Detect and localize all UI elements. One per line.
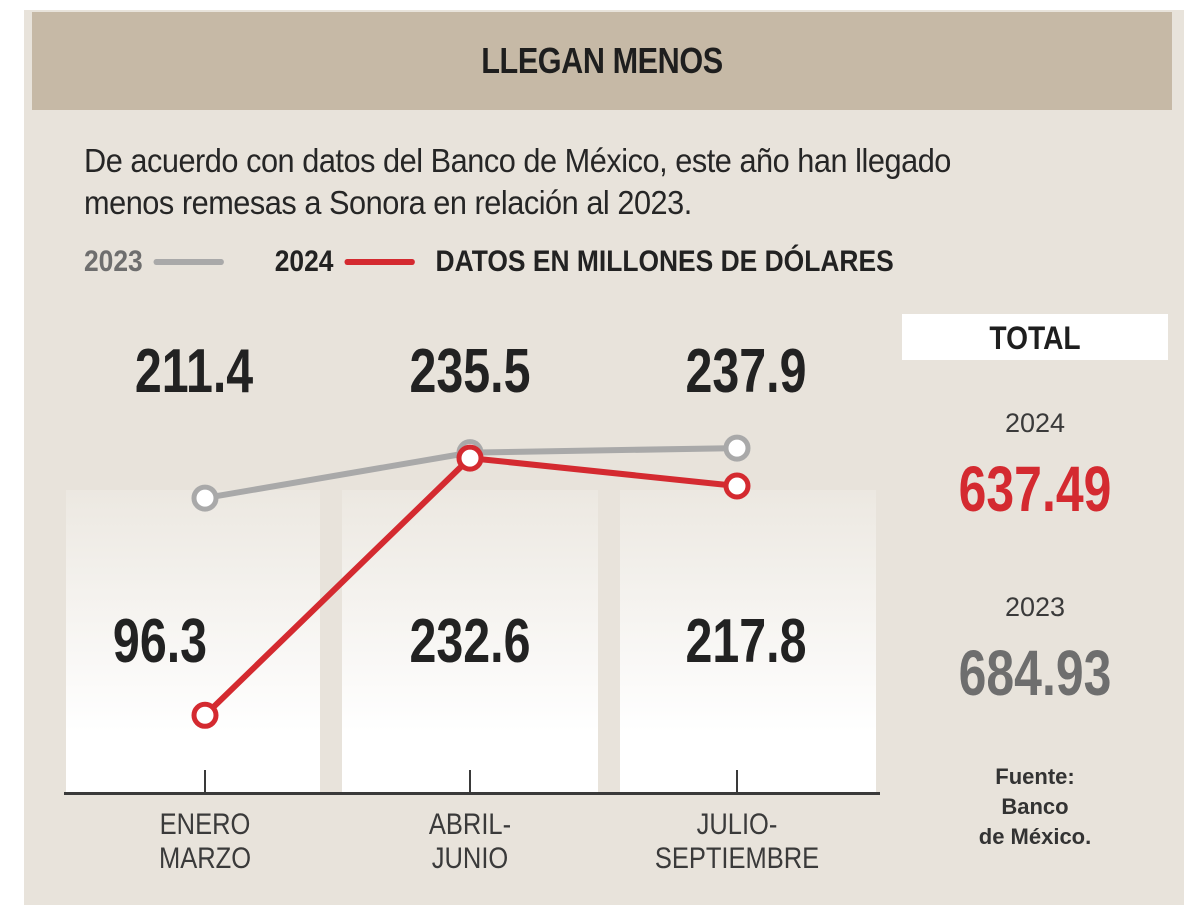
x-tick-label-q1: ENERO MARZO [103, 808, 307, 876]
total-label: TOTAL [989, 320, 1081, 356]
value-label-2023-q3: 237.9 [685, 337, 807, 406]
value-label-2023-q1: 211.4 [134, 337, 254, 406]
x-label-line: MARZO [158, 842, 252, 875]
total-year-2023: 2023 [1004, 592, 1066, 622]
data-point-2024-3 [723, 472, 751, 500]
value-label-2024-q2: 232.6 [409, 607, 531, 676]
data-point-2024-1 [191, 701, 219, 729]
total-box: TOTAL [902, 314, 1168, 360]
x-tick [736, 770, 738, 794]
column-panel-q3 [620, 490, 876, 793]
header-band: LLEGAN MENOS [32, 12, 1172, 110]
legend-swatch-2023 [153, 259, 224, 266]
total-value-2023: 684.93 [958, 637, 1112, 709]
total-value-2024: 637.49 [958, 453, 1112, 525]
x-axis [64, 792, 880, 795]
x-tick-label-q2: ABRIL- JUNIO [368, 808, 572, 876]
value-label-2024-q3: 217.8 [685, 607, 807, 676]
data-point-2024-2 [456, 444, 484, 472]
legend-label-2024: 2024 [274, 245, 334, 279]
value-label-2024-q1: 96.3 [112, 607, 208, 676]
total-year-2024: 2024 [1004, 408, 1066, 438]
legend: 2023 2024 DATOS EN MILLONES DE DÓLARES [84, 244, 894, 284]
value-label-2023-q2: 235.5 [409, 337, 531, 406]
series-line-2024 [202, 455, 738, 718]
x-tick-label-q3: JULIO- SEPTIEMBRE [635, 808, 839, 876]
chart-subtitle: De acuerdo con datos del Banco de México… [84, 142, 951, 221]
chart-title: LLEGAN MENOS [481, 40, 723, 81]
x-tick [204, 770, 206, 794]
data-point-2023-1 [191, 484, 219, 512]
data-point-2023-3 [723, 434, 751, 462]
legend-label-2023: 2023 [84, 245, 143, 279]
source-line: de México. [978, 824, 1092, 849]
legend-swatch-2024 [344, 259, 415, 266]
units-note: DATOS EN MILLONES DE DÓLARES [435, 245, 894, 279]
source-line: Banco [1001, 794, 1069, 819]
x-label-line: JUNIO [431, 842, 509, 875]
x-tick [469, 770, 471, 794]
x-label-line: SEPTIEMBRE [654, 842, 820, 875]
source-note: Fuente: Banco de México. [960, 762, 1110, 852]
source-line: Fuente: [995, 764, 1075, 789]
x-label-line: ENERO [159, 808, 251, 841]
x-label-line: JULIO- [696, 808, 778, 841]
x-label-line: ABRIL- [428, 808, 512, 841]
